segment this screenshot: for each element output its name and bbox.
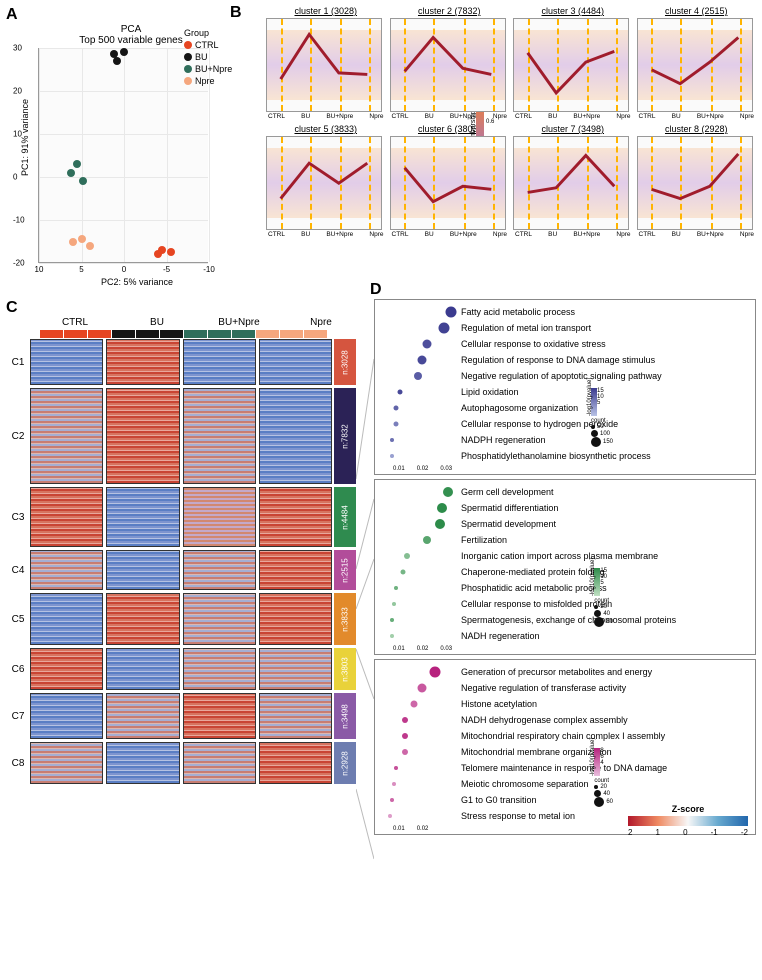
pca-point	[154, 250, 162, 258]
panel-c-label: C	[6, 299, 356, 317]
go-term-row: Cellular response to oxidative stress	[375, 336, 755, 352]
pca-point	[78, 235, 86, 243]
go-term-row: Phosphatidylethanolamine biosynthetic pr…	[375, 448, 755, 464]
heatmap-rows: C1n:3028C2n:7832C3n:4484C4n:2515C5n:3833…	[6, 339, 356, 784]
zscore-legend: Z-score 210-1-2	[628, 804, 748, 837]
panel-b-label: B	[230, 4, 242, 22]
go-term-row: Regulation of metal ion transport	[375, 320, 755, 336]
pca-point	[120, 48, 128, 56]
pca-point	[110, 50, 118, 58]
go-term-row: Histone acetylation	[375, 696, 755, 712]
go-term-row: Mitochondrial membrane organization	[375, 744, 755, 760]
pca-point	[69, 238, 77, 246]
heatmap-cluster-row: C6n:3803	[6, 648, 356, 690]
go-term-row: Spermatid development	[375, 516, 755, 532]
panel-c: C CTRL BU BU+Npre Npre C1n:3028C2n:7832C3n:…	[6, 299, 356, 839]
connector-lines	[356, 299, 374, 839]
go-term-row: NADPH regeneration	[375, 432, 755, 448]
go-term-row: Autophagosome organization	[375, 400, 755, 416]
heatmap-cluster-row: C8n:2928	[6, 742, 356, 784]
go-term-row: Spermatogenesis, exchange of chromosomal…	[375, 612, 755, 628]
legend-item: BU+Npre	[184, 64, 232, 74]
pca-point	[67, 169, 75, 177]
cluster-panel: cluster 1 (3028)-3-2-10123CTRLBUBU+NpreN…	[266, 6, 386, 120]
legend-item: BU	[184, 52, 232, 62]
panel-a-label: A	[6, 6, 236, 24]
go-term-row: Meiotic chromosome separation	[375, 776, 755, 792]
go-term-row: NADH regeneration	[375, 628, 755, 644]
group-label: CTRL	[40, 317, 110, 328]
heatmap-cluster-row: C2n:7832	[6, 388, 356, 484]
go-panel: Fatty acid metabolic processRegulation o…	[374, 299, 756, 475]
panel-b: B Normalized expression membership 0.80.…	[236, 6, 756, 287]
go-term-row: Cellular response to misfolded protein	[375, 596, 755, 612]
inset-legend: 864-log10(pvalue)count204060	[594, 748, 613, 807]
panel-d: D Fatty acid metabolic processRegulation…	[374, 299, 756, 839]
go-term-row: Inorganic cation import across plasma me…	[375, 548, 755, 564]
cluster-panel: cluster 4 (2515)-3-2-10123CTRLBUBU+NpreN…	[637, 6, 757, 120]
go-term-row: Negative regulation of transferase activ…	[375, 680, 755, 696]
heatmap-cluster-row: C3n:4484	[6, 487, 356, 547]
heatmap-group-labels: CTRL BU BU+Npre Npre	[40, 317, 356, 328]
go-term-row: Fatty acid metabolic process	[375, 304, 755, 320]
go-term-row: Generation of precursor metabolites and …	[375, 664, 755, 680]
zscore-ticks: 210-1-2	[628, 828, 748, 837]
go-term-row: NADH dehydrogenase complex assembly	[375, 712, 755, 728]
legend-item: Npre	[184, 76, 232, 86]
cluster-panel: cluster 6 (3803)-3-2-10123CTRLBUBU+NpreN…	[390, 124, 510, 238]
go-term-row: Negative regulation of apoptotic signali…	[375, 368, 755, 384]
legend-item: CTRL	[184, 40, 232, 50]
cluster-panel: cluster 7 (3498)-3-2-10123CTRLBUBU+NpreN…	[513, 124, 633, 238]
figure-root: A PCA Top 500 variable genes PC1: 91% va…	[0, 0, 762, 845]
go-term-row: Phosphatidic acid metabolic process	[375, 580, 755, 596]
heatmap-cluster-row: C4n:2515	[6, 550, 356, 590]
zscore-colorbar	[628, 816, 748, 826]
panel-a: A PCA Top 500 variable genes PC1: 91% va…	[6, 6, 236, 287]
cluster-panel: cluster 3 (4484)-3-2-10123CTRLBUBU+NpreN…	[513, 6, 633, 120]
go-panel: Germ cell developmentSpermatid different…	[374, 479, 756, 655]
go-enrichment-panels: Fatty acid metabolic processRegulation o…	[374, 299, 756, 835]
heatmap-cluster-row: C7n:3498	[6, 693, 356, 739]
pca-xlabel: PC2: 5% variance	[38, 277, 236, 287]
go-term-row: Germ cell development	[375, 484, 755, 500]
pca-point	[167, 248, 175, 256]
panel-d-label: D	[370, 281, 382, 299]
pca-point	[73, 160, 81, 168]
cluster-grid: cluster 1 (3028)-3-2-10123CTRLBUBU+NpreN…	[266, 6, 756, 238]
go-term-row: Lipid oxidation	[375, 384, 755, 400]
go-term-row: Spermatid differentiation	[375, 500, 755, 516]
heatmap-cluster-row: C5n:3833	[6, 593, 356, 645]
pca-point	[86, 242, 94, 250]
group-label: BU	[122, 317, 192, 328]
inset-legend: 15105-log10(pvalue)count204080	[594, 568, 613, 627]
go-term-row: Mitochondrial respiratory chain complex …	[375, 728, 755, 744]
zscore-title: Z-score	[628, 804, 748, 814]
inset-legend: 15105-log10(pvalue)count50100150	[591, 388, 613, 447]
go-term-row: Regulation of response to DNA damage sti…	[375, 352, 755, 368]
go-term-row: Telomere maintenance in response to DNA …	[375, 760, 755, 776]
cluster-panel: cluster 2 (7832)-3-2-10123CTRLBUBU+NpreN…	[390, 6, 510, 120]
heatmap-cluster-row: C1n:3028	[6, 339, 356, 385]
cluster-panel: cluster 8 (2928)-3-2-10123CTRLBUBU+NpreN…	[637, 124, 757, 238]
group-label: Npre	[286, 317, 356, 328]
pca-legend: Group CTRL BU BU+Npre Npre	[184, 28, 232, 88]
pca-plot: -20-1001020301050-5-10	[38, 48, 208, 263]
go-term-row: Fertilization	[375, 532, 755, 548]
cluster-panel: cluster 5 (3833)-3-2-10123CTRLBUBU+NpreN…	[266, 124, 386, 238]
go-term-row: Chaperone-mediated protein folding	[375, 564, 755, 580]
heatmap-group-bars	[40, 330, 328, 338]
pca-point	[79, 177, 87, 185]
group-label: BU+Npre	[204, 317, 274, 328]
pca-legend-title: Group	[184, 28, 232, 38]
go-term-row: Cellular response to hydrogen peroxide	[375, 416, 755, 432]
